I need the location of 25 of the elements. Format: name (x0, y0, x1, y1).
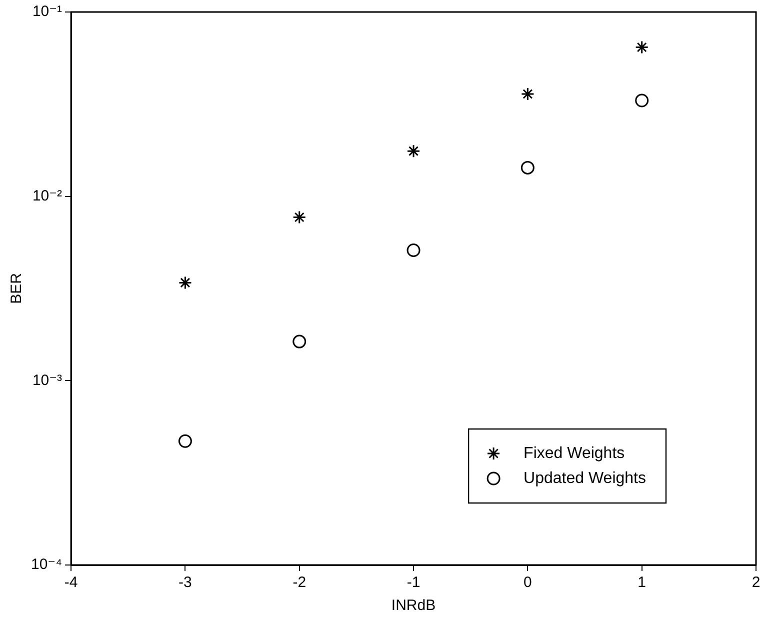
point (406, 144, 420, 158)
x-tick-label: -2 (292, 574, 306, 592)
y-tick-label: 10⁻² (32, 187, 62, 204)
x-tick-label: -4 (64, 574, 78, 592)
point (406, 243, 420, 257)
x-axis-title: INRdB (391, 597, 436, 614)
point (520, 160, 534, 174)
y-axis-title: BER (8, 272, 26, 304)
point (178, 434, 192, 448)
point (635, 40, 649, 54)
point (292, 334, 306, 348)
legend-label: Fixed Weights (524, 444, 625, 462)
x-tick-label: -1 (406, 574, 420, 592)
y-tick-label: 10⁻¹ (32, 3, 62, 20)
point (178, 276, 192, 290)
y-tick-label: 10⁻⁴ (30, 556, 62, 574)
point (292, 210, 306, 224)
x-tick-label: -3 (178, 574, 192, 592)
x-tick-label: 2 (752, 574, 760, 592)
x-tick-label: 1 (638, 574, 646, 592)
y-tick-label: 10⁻³ (32, 372, 62, 389)
legend-label: Updated Weights (524, 470, 646, 487)
point (520, 87, 534, 101)
point (635, 94, 649, 108)
x-tick-label: 0 (524, 574, 532, 592)
